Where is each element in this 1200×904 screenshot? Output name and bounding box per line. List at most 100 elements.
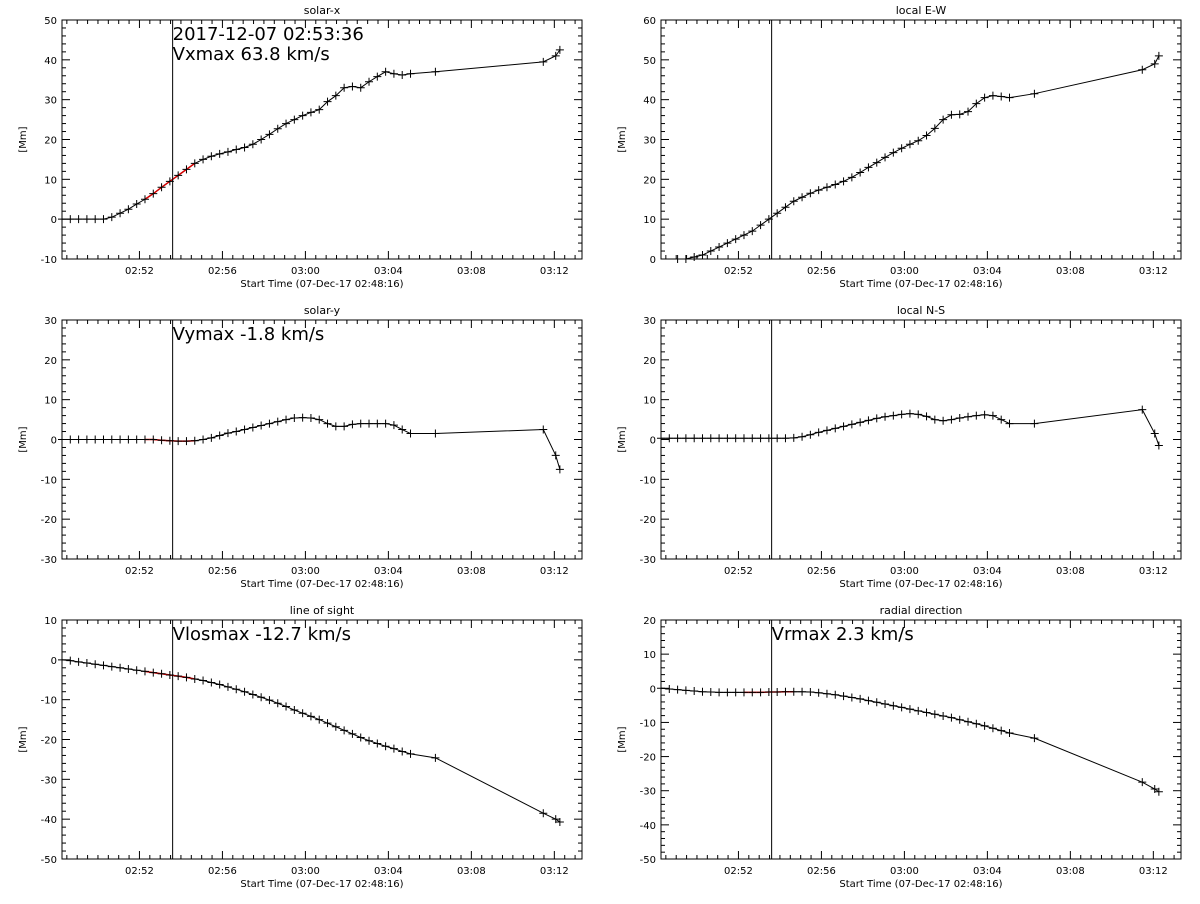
- data-point: [124, 435, 133, 444]
- data-point: [174, 437, 183, 446]
- y-tick-label: 0: [650, 436, 656, 447]
- data-point: [273, 417, 282, 426]
- data-point: [847, 173, 856, 182]
- data-point: [731, 688, 740, 697]
- data-point: [315, 105, 324, 114]
- data-point: [215, 149, 224, 158]
- x-tick-label: 03:00: [890, 266, 919, 277]
- data-point: [681, 686, 690, 695]
- data-point: [922, 131, 931, 140]
- data-point: [431, 67, 440, 76]
- data-point: [1150, 59, 1159, 68]
- data-point: [939, 416, 948, 425]
- data-point: [1005, 419, 1014, 428]
- x-tick-label: 03:12: [1139, 266, 1168, 277]
- data-point: [132, 435, 141, 444]
- data-point: [964, 717, 973, 726]
- x-tick-label: 03:12: [540, 866, 569, 877]
- annotation-text: Vrmax 2.3 km/s: [772, 624, 914, 645]
- data-point: [389, 744, 398, 753]
- data-point: [698, 434, 707, 443]
- chart-title: local N-S: [897, 304, 945, 317]
- data-point: [939, 711, 948, 720]
- data-point: [889, 148, 898, 157]
- data-point: [348, 729, 357, 738]
- data-point: [373, 739, 382, 748]
- data-point: [232, 685, 241, 694]
- data-point: [856, 168, 865, 177]
- data-point: [889, 701, 898, 710]
- data-point: [91, 215, 100, 224]
- x-tick-label: 03:00: [291, 566, 320, 577]
- y-tick-label: 30: [643, 316, 656, 327]
- data-point: [381, 742, 390, 751]
- data-point: [356, 733, 365, 742]
- data-point: [315, 415, 324, 424]
- data-point: [980, 410, 989, 419]
- data-point: [182, 437, 191, 446]
- x-tick-label: 02:52: [724, 866, 753, 877]
- x-tick-label: 02:52: [724, 266, 753, 277]
- x-tick-label: 03:04: [374, 266, 403, 277]
- panel-6: radial direction Start Time (07-Dec-17 02…: [617, 604, 1182, 890]
- data-point: [748, 688, 757, 697]
- data-point: [124, 205, 133, 214]
- x-tick-label: 02:56: [807, 566, 836, 577]
- data-point: [964, 412, 973, 421]
- data-point: [298, 709, 307, 718]
- data-point: [881, 153, 890, 162]
- y-axis-label: [Mm]: [18, 426, 29, 452]
- y-tick-label: -50: [41, 855, 57, 866]
- y-tick-label: -30: [41, 555, 57, 566]
- data-point: [365, 736, 374, 745]
- data-point: [207, 678, 216, 687]
- data-point: [881, 412, 890, 421]
- data-point: [107, 662, 116, 671]
- data-point: [897, 703, 906, 712]
- y-axis-label: [Mm]: [617, 726, 628, 752]
- y-tick-label: -10: [41, 255, 57, 266]
- data-point: [431, 429, 440, 438]
- data-point: [839, 177, 848, 186]
- data-point: [706, 688, 715, 697]
- series-line: [660, 687, 1160, 793]
- data-point: [257, 421, 266, 430]
- data-point: [215, 431, 224, 440]
- chart-title: solar-y: [304, 304, 341, 317]
- data-point: [781, 203, 790, 212]
- data-point: [698, 251, 707, 260]
- data-point: [157, 669, 166, 678]
- data-point: [947, 415, 956, 424]
- y-tick-label: -20: [41, 736, 57, 747]
- data-point: [739, 434, 748, 443]
- data-point: [282, 119, 291, 128]
- data-point: [555, 465, 564, 474]
- data-point: [822, 689, 831, 698]
- y-tick-label: 10: [643, 396, 656, 407]
- data-point: [673, 434, 682, 443]
- data-point: [340, 422, 349, 431]
- data-point: [298, 413, 307, 422]
- y-tick-label: 50: [643, 56, 656, 67]
- data-point: [348, 420, 357, 429]
- data-point: [223, 682, 232, 691]
- data-point: [340, 726, 349, 735]
- data-point: [955, 110, 964, 119]
- data-point: [398, 425, 407, 434]
- data-point: [1154, 441, 1163, 450]
- data-point: [58, 215, 66, 224]
- data-point: [897, 144, 906, 153]
- data-point: [831, 424, 840, 433]
- y-tick-label: 10: [44, 616, 57, 627]
- data-point: [872, 158, 881, 167]
- y-tick-label: -30: [640, 555, 656, 566]
- data-point: [947, 713, 956, 722]
- data-point: [665, 434, 674, 443]
- data-point: [273, 699, 282, 708]
- data-point: [739, 231, 748, 240]
- data-point: [856, 418, 865, 427]
- y-tick-label: -20: [41, 515, 57, 526]
- data-point: [972, 99, 981, 108]
- data-point: [365, 419, 374, 428]
- annotation-text: Vymax -1.8 km/s: [173, 324, 325, 345]
